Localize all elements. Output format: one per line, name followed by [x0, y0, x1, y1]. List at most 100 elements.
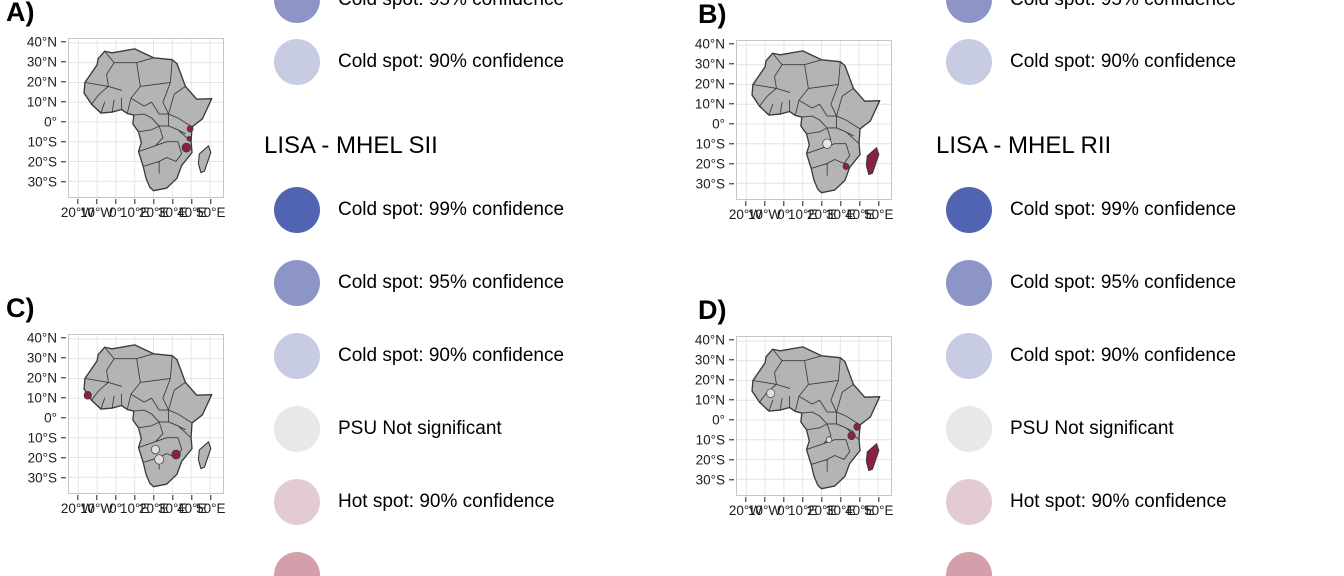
x-axis-tick-label: 0° [109, 501, 123, 516]
y-axis-tick-label: 10°S [27, 134, 57, 150]
panel-b-map [736, 40, 892, 200]
legend-label: Cold spot: 95% confidence [1010, 0, 1236, 11]
legend-key-circle [946, 552, 992, 576]
x-axis-tick-label: 10°E [787, 207, 818, 222]
panel-c-map [68, 334, 224, 494]
y-axis-tick-label: 0° [712, 116, 725, 132]
y-axis-tick-label: 10°N [694, 392, 725, 408]
legend-row: Cold spot: 99% confidence [946, 187, 1236, 233]
x-axis-tick [820, 497, 823, 502]
x-axis-tick-label: 30°E [158, 501, 188, 516]
y-axis-tick-label: 10°S [27, 430, 57, 446]
y-axis-tick [729, 163, 734, 165]
x-axis-tick [76, 495, 79, 500]
legend-key-circle [274, 260, 320, 306]
panel-b-x-axis: 20°W 10°W 0° 10°E 20°E 30°E 40°E 50°E [729, 201, 894, 229]
y-axis-tick-label: 20°S [27, 450, 57, 466]
y-axis-tick [729, 359, 734, 361]
x-axis-tick-label: 50°E [864, 207, 894, 222]
legend-key-circle [274, 0, 320, 23]
lisa-cluster-spot [853, 422, 861, 431]
y-axis-tick-label: 30°N [694, 352, 725, 368]
panel-d: D) 40°N 30°N 20°N 10°N 0° 10°S 20°S 30°S 20°W 10… [668, 295, 918, 542]
legend-row: Cold spot: 90% confidence [274, 333, 564, 379]
y-axis-tick-label: 30°N [694, 56, 725, 72]
panel-a-x-axis: 20°W 10°W 0° 10°E 20°E 30°E 40°E 50°E [61, 199, 226, 227]
cluster-spots [766, 388, 861, 444]
legend-row: Cold spot: 95% confidence [274, 0, 564, 23]
x-axis-tick [76, 199, 79, 204]
panel-d-map [736, 336, 892, 496]
y-axis-tick-label: 40°N [26, 34, 57, 50]
legend-lisa-mhel-rii: LISA - MHEL RII Cold spot: 95% confidenc… [936, 0, 1316, 576]
x-axis-tick-label: 20°E [806, 207, 837, 222]
panel-a-y-axis: 40°N 30°N 20°N 10°N 0° 10°S 20°S 30°S [0, 34, 67, 198]
x-axis-tick-label: 40°E [845, 207, 875, 222]
y-axis-tick [729, 339, 734, 341]
x-axis-tick [763, 497, 766, 502]
y-axis-tick [729, 479, 734, 481]
legend-label: Cold spot: 99% confidence [1010, 199, 1237, 220]
legend-key-circle [946, 187, 992, 233]
x-axis-tick-label: 40°E [845, 503, 875, 518]
legend-row: Cold spot: 99% confidence [274, 187, 564, 233]
x-axis-tick [782, 497, 785, 502]
x-axis-tick [133, 199, 136, 204]
y-axis-tick-label: 40°N [694, 36, 725, 52]
panel-a: A) 40°N 30°N 20°N 10°N 0° 10°S 20°S 30°S 20°W 10… [0, 0, 250, 244]
legend-row: Cold spot: 95% confidence [946, 0, 1236, 23]
x-axis-tick [801, 497, 804, 502]
y-axis-tick [61, 61, 66, 63]
y-axis-tick [729, 123, 734, 125]
y-axis-tick-label: 0° [44, 410, 57, 426]
x-axis-tick-label: 30°E [826, 503, 856, 518]
y-axis-tick [61, 437, 66, 439]
y-axis-tick-label: 40°N [26, 330, 57, 346]
lisa-cluster-spot [825, 436, 833, 444]
x-axis-tick [859, 201, 861, 206]
x-axis-tick-label: 10°W [79, 501, 114, 516]
y-axis-tick [61, 397, 66, 399]
y-axis-tick [729, 103, 734, 105]
y-axis-tick [61, 101, 66, 103]
x-axis-tick-label: 20°W [728, 207, 763, 222]
y-axis-tick [61, 417, 66, 419]
x-axis-tick [820, 201, 823, 206]
legend-label: Cold spot: 90% confidence [1010, 51, 1237, 72]
y-axis-tick [61, 457, 66, 459]
x-axis-tick [840, 201, 842, 206]
x-axis-tick-label: 0° [109, 205, 123, 220]
madagascar-shape [197, 440, 212, 470]
legend-label: Cold spot: 95% confidence [1010, 272, 1237, 293]
x-axis-tick [744, 497, 747, 502]
x-axis-tick [114, 495, 117, 500]
legend-key-circle [946, 39, 992, 85]
y-axis-tick [61, 161, 66, 163]
y-axis-tick [729, 183, 734, 185]
panel-d-y-axis: 40°N 30°N 20°N 10°N 0° 10°S 20°S 30°S [668, 333, 735, 496]
cluster-spots [822, 138, 850, 170]
y-axis-tick [61, 477, 66, 479]
legend-row: Hot spot: 90% confidence [274, 479, 555, 525]
lisa-cluster-spot [154, 454, 164, 465]
lisa-cluster-spot [181, 142, 192, 153]
lisa-cluster-spot [842, 162, 850, 170]
y-axis-tick [61, 377, 66, 379]
panel-c-x-axis: 20°W 10°W 0° 10°E 20°E 30°E 40°E 50°E [61, 495, 226, 523]
madagascar-shape [865, 442, 880, 472]
y-axis-tick [729, 143, 734, 145]
panel-b-y-axis: 40°N 30°N 20°N 10°N 0° 10°S 20°S 30°S [668, 36, 735, 200]
legend-row: Cold spot: 90% confidence [946, 39, 1236, 85]
y-axis-tick [729, 459, 734, 461]
legend-key-circle [946, 0, 992, 23]
y-axis-tick-label: 30°S [27, 174, 57, 190]
legend-label: Cold spot: 90% confidence [1010, 345, 1237, 366]
y-axis-tick [729, 63, 734, 65]
x-axis-tick-label: 20°E [138, 501, 169, 516]
lisa-cluster-spot [822, 138, 832, 149]
y-axis-tick [729, 83, 734, 85]
y-axis-tick-label: 30°S [27, 470, 57, 486]
legend-row: Cold spot: 90% confidence [274, 39, 564, 85]
x-axis-tick-label: 10°W [747, 207, 782, 222]
